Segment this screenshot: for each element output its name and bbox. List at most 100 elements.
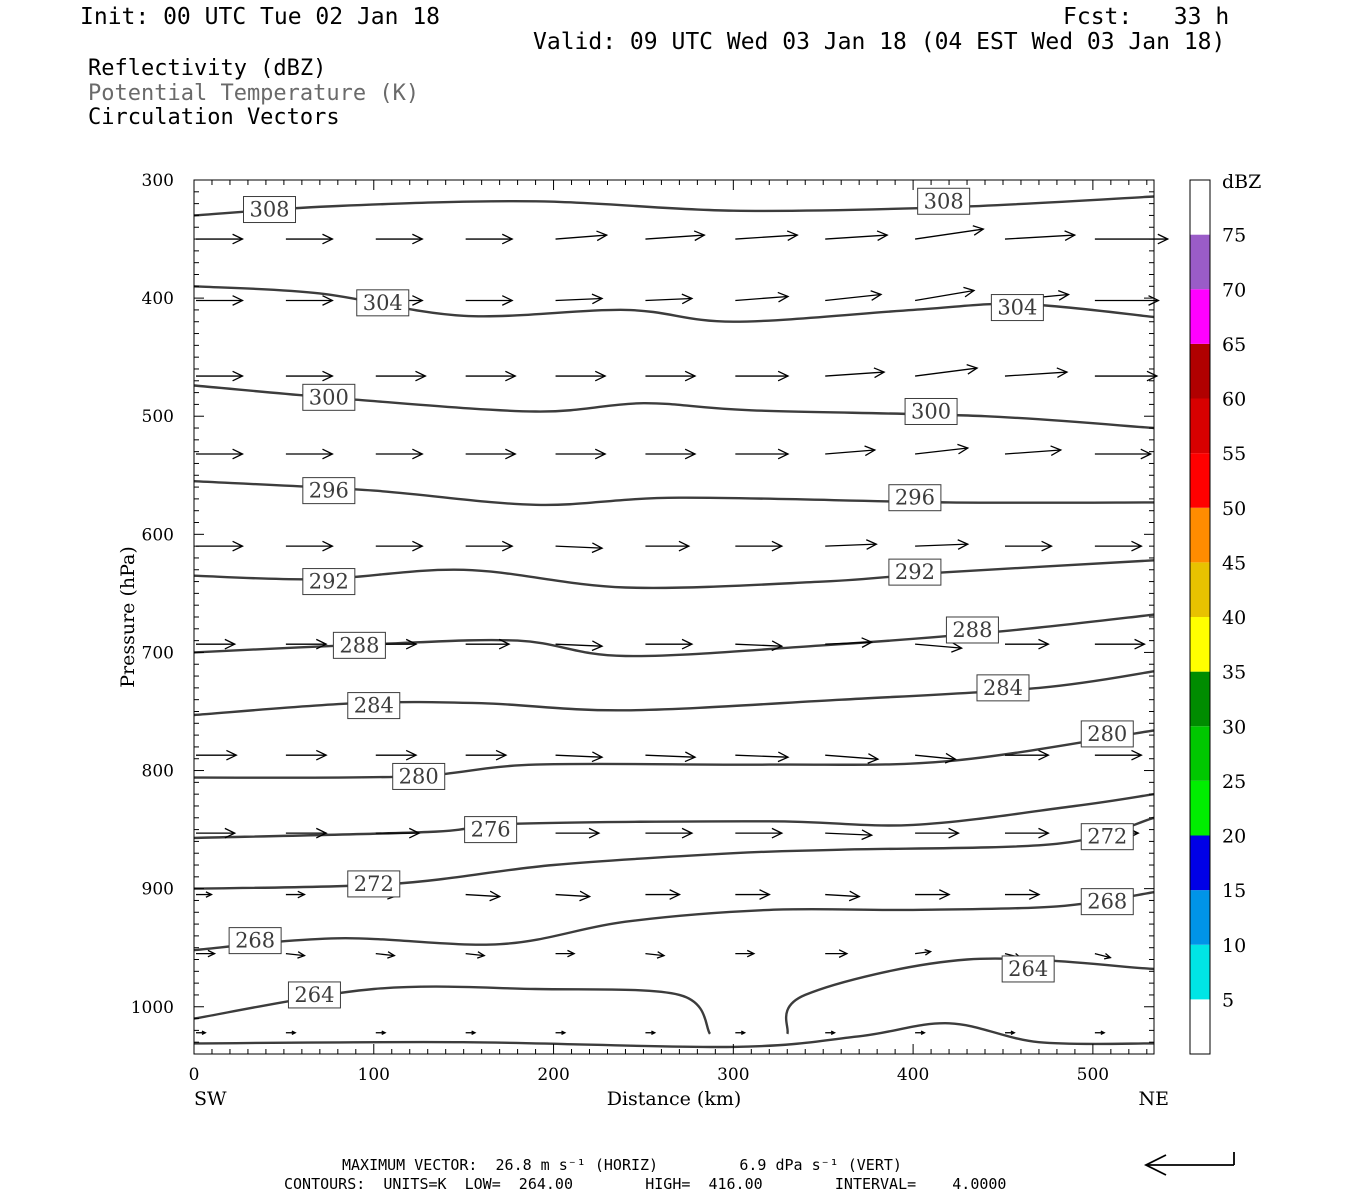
colorbar-swatch	[1190, 780, 1210, 836]
circulation-vector-arrow	[915, 363, 979, 377]
contour-label: 300	[904, 397, 958, 425]
circulation-vector-arrow	[375, 448, 424, 460]
colorbar-level-label: 35	[1222, 662, 1246, 684]
x-tick-label: 300	[717, 1065, 749, 1085]
theta-contour-line	[193, 891, 1155, 952]
colorbar-level-label: 30	[1222, 716, 1246, 738]
contour-label-text: 296	[895, 486, 935, 510]
colorbar-level-label: 55	[1222, 443, 1246, 465]
circulation-vector-arrow	[915, 225, 985, 240]
contour-label-text: 304	[997, 296, 1037, 320]
circulation-vector-arrow	[375, 749, 418, 761]
colorbar-swatch	[1190, 890, 1210, 945]
init-time-label: Init: 00 UTC Tue 02 Jan 18	[80, 4, 441, 30]
circulation-vector-arrow	[555, 370, 607, 382]
circulation-vector-arrow	[196, 891, 213, 898]
circulation-vector-arrow	[375, 1030, 387, 1035]
contour-label-text: 280	[399, 764, 439, 788]
contour-label: 296	[302, 477, 356, 505]
contour-label-text: 300	[911, 399, 951, 423]
circulation-vector-arrow	[645, 293, 694, 305]
theta-contour-line	[193, 384, 1155, 430]
circulation-vector-arrow	[1004, 749, 1050, 761]
circulation-vector-arrow	[465, 233, 514, 245]
x-tick-label: 400	[897, 1065, 929, 1085]
circulation-vector-arrow	[465, 638, 511, 650]
circulation-vector-arrow	[735, 230, 799, 242]
contour-label-text: 308	[924, 189, 964, 213]
circulation-vector-arrow	[285, 951, 306, 959]
circulation-vector-arrow	[825, 949, 849, 958]
reflectivity-colorbar: 5 10 15 20 25 30 35 40 45 50 55 60 65 70 75	[1189, 179, 1246, 1055]
colorbar-swatch	[1190, 671, 1210, 727]
valid-time-label: Valid: 09 UTC Wed 03 Jan 18 (04 EST Wed …	[533, 29, 1226, 55]
circulation-vector-arrow	[1004, 1030, 1016, 1035]
circulation-vector-arrow	[915, 752, 957, 764]
circulation-vector-arrow	[1094, 233, 1170, 245]
circulation-vector-arrow	[645, 540, 691, 552]
circulation-vector-arrow	[735, 640, 784, 652]
y-tick-label: 1000	[131, 998, 174, 1018]
circulation-vector-arrow	[285, 370, 334, 382]
circulation-vector-arrow	[645, 951, 666, 959]
contour-label: 276	[464, 816, 518, 844]
circulation-vector-arrow	[555, 949, 576, 958]
circulation-vector-arrow	[285, 448, 334, 460]
x-end-left-label: SW	[194, 1088, 227, 1110]
circulation-vector-arrow	[825, 290, 883, 302]
contour-label: 296	[888, 484, 942, 512]
theta-contour-line	[193, 816, 1155, 890]
circulation-vector-arrow	[465, 1030, 477, 1035]
contour-label-text: 284	[354, 694, 394, 718]
colorbar-swatch	[1190, 507, 1210, 563]
legend-potential-temperature: Potential Temperature (K)	[88, 81, 420, 106]
colorbar-level-label: 25	[1222, 771, 1246, 793]
circulation-vector-arrow	[285, 827, 328, 839]
theta-contour-line	[193, 1022, 1155, 1049]
circulation-vector-arrow	[465, 749, 508, 761]
circulation-vector-arrow	[645, 751, 697, 763]
colorbar-swatch	[1190, 944, 1210, 1000]
contour-label: 268	[228, 927, 282, 955]
circulation-vector-arrow	[1004, 827, 1050, 839]
contour-label: 304	[356, 289, 410, 317]
y-tick-label: 700	[142, 643, 174, 663]
circulation-vector-arrow	[735, 751, 790, 763]
y-tick-label: 600	[142, 525, 174, 545]
circulation-vector-arrow	[645, 638, 694, 650]
circulation-vector-arrow	[1094, 749, 1143, 761]
circulation-vector-arrow	[1094, 638, 1146, 650]
circulation-vector-arrow	[735, 370, 790, 382]
circulation-vector-arrow	[1004, 367, 1069, 379]
colorbar-level-label: 20	[1222, 826, 1246, 848]
circulation-vector-arrow	[825, 230, 889, 242]
contour-label: 272	[1080, 823, 1134, 851]
x-axis-label: Distance (km)	[607, 1088, 742, 1110]
colorbar-level-label: 15	[1222, 880, 1246, 902]
circulation-vector-arrow	[825, 1030, 837, 1035]
theta-contour-line	[193, 480, 1155, 507]
colorbar-level-label: 60	[1222, 389, 1246, 411]
circulation-vector-arrow	[915, 827, 960, 839]
circulation-vector-arrow	[735, 949, 756, 958]
circulation-vector-arrow	[825, 753, 880, 764]
circulation-vector-arrow	[285, 540, 334, 552]
contour-label: 300	[302, 383, 356, 411]
circulation-vector-arrow	[1094, 540, 1143, 552]
circulation-vector-arrow	[735, 889, 771, 900]
contour-label: 308	[917, 187, 971, 215]
contour-label-text: 300	[309, 385, 349, 409]
theta-contour-line	[193, 195, 1155, 217]
y-tick-label: 900	[142, 880, 174, 900]
circulation-vector-arrow	[645, 370, 697, 382]
x-tick-label: 0	[189, 1065, 200, 1085]
colorbar-level-label: 65	[1222, 334, 1246, 356]
circulation-vector-arrow	[196, 370, 244, 382]
contour-label: 264	[287, 981, 341, 1009]
circulation-vector-arrow	[915, 443, 970, 455]
circulation-vector-arrow	[196, 540, 244, 552]
theta-contour-line	[193, 729, 1155, 779]
theta-contour-line	[193, 793, 1155, 840]
circulation-vector-arrow	[915, 949, 933, 956]
